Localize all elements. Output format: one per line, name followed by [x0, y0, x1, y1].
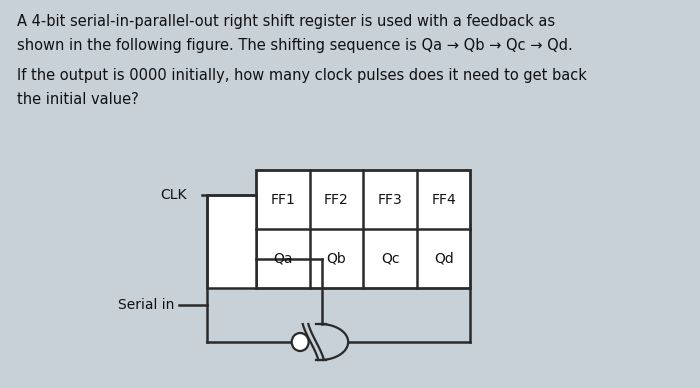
Text: FF4: FF4 — [431, 192, 456, 206]
Text: Qc: Qc — [381, 251, 399, 265]
Text: FF2: FF2 — [324, 192, 349, 206]
Text: Qb: Qb — [326, 251, 346, 265]
Text: CLK: CLK — [160, 188, 186, 202]
Text: A 4-bit serial-in-parallel-out right shift register is used with a feedback as: A 4-bit serial-in-parallel-out right shi… — [17, 14, 555, 29]
Bar — [256, 170, 470, 288]
Text: If the output is 0000 initially, how many clock pulses does it need to get back: If the output is 0000 initially, how man… — [17, 68, 587, 83]
Text: Qd: Qd — [434, 251, 454, 265]
Text: Serial in: Serial in — [118, 298, 174, 312]
Text: the initial value?: the initial value? — [17, 92, 139, 107]
Text: Qa: Qa — [273, 251, 293, 265]
Bar — [207, 195, 256, 288]
Circle shape — [292, 333, 309, 351]
Text: shown in the following figure. The shifting sequence is Qa → Qb → Qc → Qd.: shown in the following figure. The shift… — [17, 38, 573, 53]
Text: FF3: FF3 — [378, 192, 402, 206]
Text: FF1: FF1 — [270, 192, 295, 206]
